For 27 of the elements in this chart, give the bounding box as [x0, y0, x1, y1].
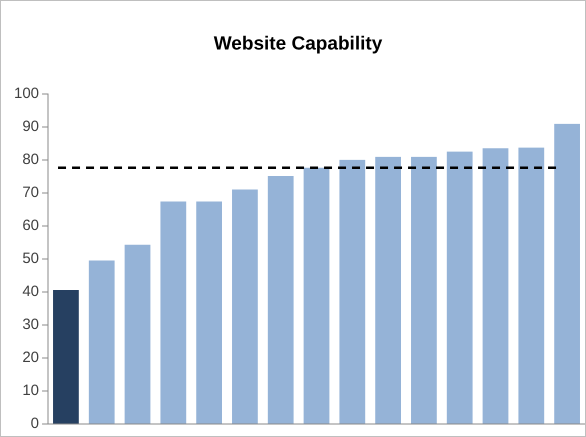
bar — [554, 124, 580, 424]
bar — [124, 244, 150, 424]
bar — [482, 148, 508, 424]
bar — [268, 176, 294, 424]
bar — [518, 148, 544, 424]
y-tick-label: 70 — [22, 184, 40, 201]
y-tick-label: 60 — [22, 217, 40, 234]
y-tick-label: 50 — [22, 250, 40, 268]
y-tick-label: 100 — [14, 84, 40, 102]
bar — [88, 260, 115, 424]
bar — [339, 160, 366, 424]
bar — [304, 168, 330, 424]
bar — [375, 156, 401, 424]
bar — [411, 156, 437, 424]
bar — [232, 190, 258, 424]
y-tick-label: 10 — [22, 382, 40, 400]
y-tick-label: 30 — [22, 316, 40, 334]
y-tick-label: 20 — [22, 349, 40, 366]
y-tick-label: 40 — [22, 283, 40, 300]
y-tick-label: 80 — [22, 150, 40, 168]
bar — [160, 201, 186, 424]
bar — [446, 152, 473, 424]
y-tick-label: 0 — [30, 415, 40, 432]
bar — [196, 201, 222, 424]
y-tick-label: 90 — [22, 118, 40, 135]
chart-title: Website Capability — [214, 34, 383, 55]
bar — [53, 290, 79, 424]
